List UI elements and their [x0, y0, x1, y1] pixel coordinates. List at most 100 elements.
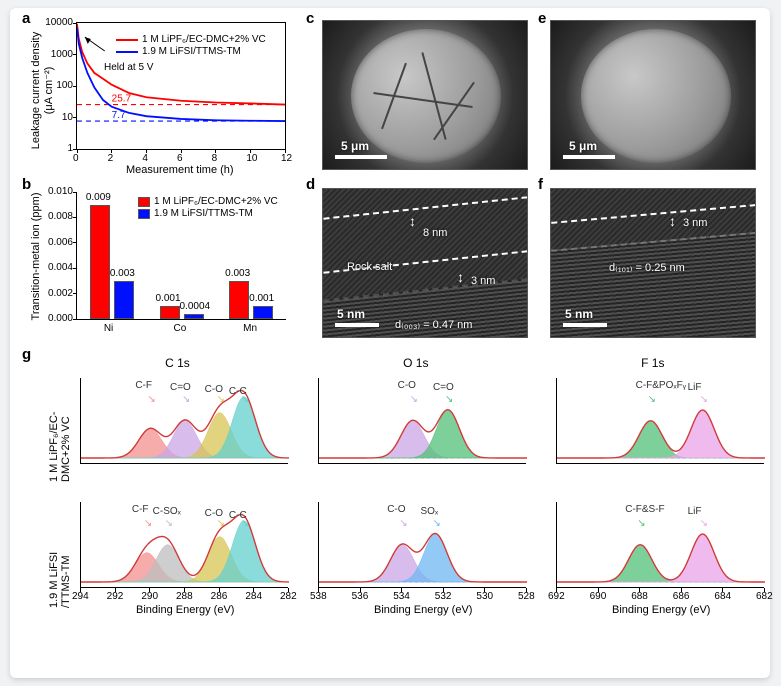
xps-xtick: 292 — [107, 591, 124, 602]
xps-peak-label: C-F&S-F — [625, 504, 664, 515]
tem-d-dspacing: d₍₀₀₃₎ = 0.47 nm — [395, 318, 472, 331]
swatch-box-blue — [138, 209, 150, 219]
bar-value: 0.009 — [86, 192, 111, 203]
xps-xtick: 286 — [211, 591, 228, 602]
xps-xtick: 290 — [141, 591, 158, 602]
sem-c-scaletxt: 5 μm — [341, 139, 369, 153]
xps-col-title: C 1s — [165, 356, 190, 370]
xps-peak-arrow: ↘ — [648, 394, 656, 405]
xtick: 10 — [246, 153, 257, 164]
xps-xtick: 690 — [590, 591, 607, 602]
tem-f-gap: 3 nm — [683, 217, 707, 229]
xps-xtick: 288 — [176, 591, 193, 602]
xps-xtick: 534 — [393, 591, 410, 602]
xps-xtick: 284 — [245, 591, 262, 602]
tem-f-dspacing: d₍₁₀₁₎ = 0.25 nm — [609, 261, 685, 274]
xps-xtick: 682 — [756, 591, 773, 602]
xtick: 0 — [73, 153, 79, 164]
xps-peak-arrow: ↘ — [182, 394, 190, 405]
ytick: 0.008 — [39, 211, 73, 222]
xps-xtick: 538 — [310, 591, 327, 602]
xps-grid: 1 M LiPF₆/EC-DMC+2% VC 1.9 M LiFSI/TTMS-… — [34, 356, 758, 668]
chart-a-ylabel: Leakage current density (μA cm⁻²) — [30, 23, 55, 158]
figure-composite: a b c d e f g 25.77.70246810121101001000… — [10, 8, 770, 678]
xps-peak-label: C-F — [135, 380, 152, 391]
bar — [229, 281, 249, 319]
xps-peak-label: C=O — [433, 382, 454, 393]
legend-lipf6-label: 1 M LiPF₆/EC-DMC+2% VC — [142, 34, 266, 45]
sem-grain-c — [351, 29, 501, 163]
xps-plot — [318, 378, 526, 464]
xps-xtick: 688 — [631, 591, 648, 602]
bar-value: 0.001 — [156, 293, 181, 304]
xps-peak-label: C-O — [387, 504, 405, 515]
ytick: 0.010 — [39, 186, 73, 197]
xps-xtick: 684 — [714, 591, 731, 602]
panel-label-d: d — [306, 176, 315, 193]
xps-peak-label: LiF — [688, 382, 702, 393]
legend-lifsi-b-label: 1.9 M LiFSI/TTMS-TM — [154, 208, 253, 219]
chart-a-legend: 1 M LiPF₆/EC-DMC+2% VC 1.9 M LiFSI/TTMS-… — [116, 34, 266, 58]
swatch-line-blue — [116, 51, 138, 53]
ytick: 0.000 — [39, 313, 73, 324]
xps-xtick: 528 — [518, 591, 535, 602]
tem-f-arrow: ↕ — [669, 213, 676, 229]
tem-d-line1 — [322, 194, 528, 222]
xps-col-title: F 1s — [641, 356, 664, 370]
ytick: 0.006 — [39, 237, 73, 248]
xps-peak-arrow: ↘ — [144, 518, 152, 529]
swatch-line-red — [116, 39, 138, 41]
sem-e-scaletxt: 5 μm — [569, 139, 597, 153]
tem-d-phase: Rock salt — [347, 261, 392, 273]
legend-lipf6: 1 M LiPF₆/EC-DMC+2% VC — [116, 34, 266, 45]
panel-label-g: g — [22, 346, 31, 363]
sem-grain-e — [581, 29, 731, 163]
xps-xtitle: Binding Energy (eV) — [136, 604, 234, 616]
xtick: 2 — [108, 153, 114, 164]
tem-f-line1 — [550, 202, 756, 225]
category-label: Ni — [104, 323, 113, 334]
xps-peak-arrow: ↘ — [241, 518, 249, 529]
tem-f-scaletxt: 5 nm — [565, 307, 593, 321]
xps-xtitle: Binding Energy (eV) — [374, 604, 472, 616]
xps-peak — [319, 421, 527, 458]
xps-xtick: 532 — [435, 591, 452, 602]
ytick: 0.004 — [39, 262, 73, 273]
xps-xtick: 294 — [72, 591, 89, 602]
xps-peak-arrow: ↘ — [700, 518, 708, 529]
panel-label-e: e — [538, 10, 546, 27]
legend-lifsi-b: 1.9 M LiFSI/TTMS-TM — [138, 208, 278, 219]
sem-c-scalebar — [335, 155, 387, 159]
tem-d-arrow1: ↕ — [409, 213, 416, 229]
bar-value: 0.003 — [225, 268, 250, 279]
xps-peak-arrow: ↘ — [637, 518, 645, 529]
bar — [90, 205, 110, 319]
xps-peak-label: SOₓ — [420, 506, 438, 517]
bar — [160, 306, 180, 319]
chart-a-xlabel: Measurement time (h) — [126, 164, 234, 176]
asymptote-label: 25.7 — [112, 94, 132, 105]
xps-peak-label: LiF — [688, 506, 702, 517]
xps-peak-arrow: ↘ — [241, 394, 249, 405]
tem-d-scaletxt: 5 nm — [337, 307, 365, 321]
xps-peak-label: C=O — [170, 382, 191, 393]
sem-e-scalebar — [563, 155, 615, 159]
sem-image-e: 5 μm — [550, 20, 756, 170]
bar-value: 0.0004 — [180, 301, 211, 312]
xps-peak-label: C-F — [132, 504, 149, 515]
bar — [184, 314, 204, 319]
panel-label-f: f — [538, 176, 543, 193]
xps-xtick: 282 — [280, 591, 297, 602]
tem-f-scalebar — [563, 323, 607, 327]
xps-peak — [557, 545, 765, 582]
chart-b-legend: 1 M LiPF₆/EC-DMC+2% VC 1.9 M LiFSI/TTMS-… — [138, 196, 278, 220]
tem-d-arrow2: ↕ — [457, 269, 464, 285]
tem-d-gap1: 8 nm — [423, 227, 447, 239]
xps-xtick: 536 — [352, 591, 369, 602]
panel-label-c: c — [306, 10, 314, 27]
tem-d-scalebar — [335, 323, 379, 327]
ytick: 0.002 — [39, 288, 73, 299]
xps-peak-arrow: ↘ — [410, 394, 418, 405]
category-label: Mn — [243, 323, 257, 334]
xps-peak-arrow: ↘ — [147, 394, 155, 405]
